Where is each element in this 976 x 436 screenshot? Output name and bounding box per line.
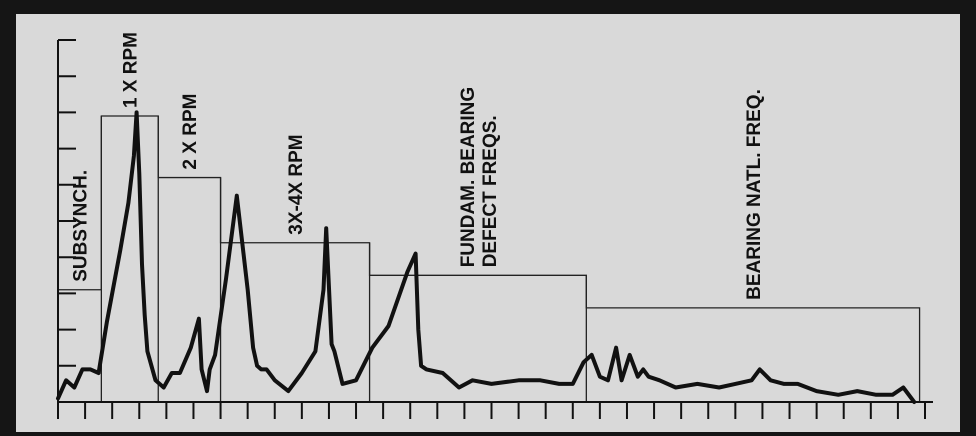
band-label-line: 3X-4X RPM [286,134,307,234]
band-label-fundam-bearing: FUNDAM. BEARING DEFECT FREQS. [458,87,501,267]
band-labels: SUBSYNCH. 1 X RPM 2 X RPM 3X-4X RPM FUNDAM. … [71,32,765,300]
band-label-line: SUBSYNCH. [71,170,92,282]
axis-ticks [57,39,933,419]
band-label-line: 2 X RPM [180,94,201,170]
band-label-1-x-rpm: 1 X RPM [121,32,142,108]
band-label-line: BEARING NATL. FREQ. [744,89,765,300]
chart-background [16,14,960,432]
band-label-line: 1 X RPM [121,32,142,108]
band-label-2-x-rpm: 2 X RPM [180,94,201,170]
band-label-line: DEFECT FREQS. [480,115,501,267]
band-outline [58,115,921,402]
band-label-bearing-natl-freq: BEARING NATL. FREQ. [744,89,765,300]
band-label-line: FUNDAM. BEARING [458,87,479,267]
band-label-3x-4x-rpm: 3X-4X RPM [286,134,307,234]
spectrum-line [56,110,917,404]
band-label-subsynch: SUBSYNCH. [71,170,92,282]
